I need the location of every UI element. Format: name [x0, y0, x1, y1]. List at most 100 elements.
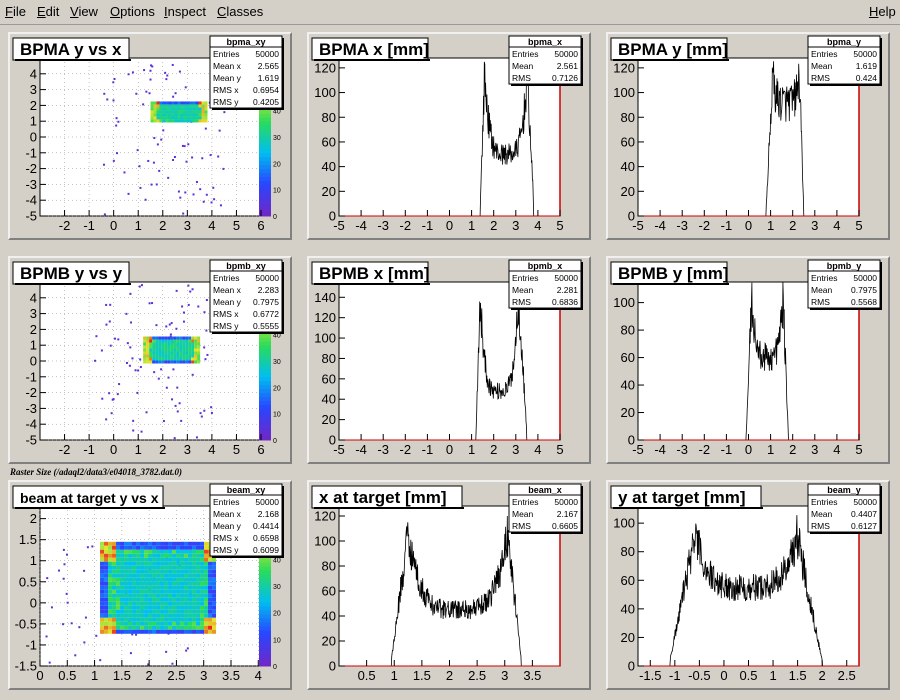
scatter-point — [203, 346, 206, 349]
scatter-point — [142, 103, 145, 106]
stats-label: Mean — [811, 285, 833, 295]
palette-band — [259, 570, 271, 575]
heatmap-cell — [177, 119, 181, 123]
heatmap-cell — [112, 557, 117, 562]
heatmap-cell — [204, 101, 208, 105]
palette-tick-label: 30 — [273, 584, 281, 591]
menu-help[interactable]: Help — [869, 4, 896, 19]
heatmap-cell — [104, 605, 109, 610]
pad-beam-y[interactable]: -1.5 -1 -0.5 0 0.5 1 1.5 2 2.5 0 20 40 60 80 100 y at t… — [606, 480, 890, 690]
scatter-point — [132, 429, 135, 432]
pad-bpmb-x[interactable]: -5 -4 -3 -2 -1 0 1 2 3 4 5 0 20 40 60 80 100 120 140 BPMB x… — [307, 256, 591, 464]
heatmap-cell — [159, 119, 163, 123]
heatmap-cell — [208, 585, 213, 590]
x-tick-label: 1.5 — [413, 668, 431, 683]
heatmap-cell — [160, 621, 165, 626]
palette-band — [259, 148, 271, 154]
pad-bpmb-xy[interactable]: 01020304050-2-10123456-5-4-3-2-101234BPM… — [8, 256, 292, 464]
heatmap-cell — [104, 577, 109, 582]
heatmap-cell — [104, 553, 109, 558]
stats-value: 50000 — [853, 273, 877, 283]
heatmap-cell — [212, 557, 217, 562]
scatter-point — [62, 548, 65, 551]
y-tick-label: 40 — [322, 392, 336, 407]
heatmap-cell — [104, 561, 109, 566]
heatmap-cell — [172, 581, 177, 586]
heatmap-cell — [168, 589, 173, 594]
heatmap-cell — [120, 569, 125, 574]
pad-bpma-y[interactable]: -5 -4 -3 -2 -1 0 1 2 3 4 5 0 20 40 60 80 100 120 BPMA y [m… — [606, 32, 890, 240]
palette-tick-label: 0 — [273, 664, 277, 671]
heatmap-cell — [176, 561, 181, 566]
x-tick-label: 2 — [159, 442, 166, 457]
plot-title: x at target [mm] — [319, 488, 447, 507]
stats-value: 50000 — [554, 49, 578, 59]
menu-options[interactable]: Options — [110, 4, 155, 19]
x-tick-label: 3.5 — [222, 668, 240, 683]
scatter-point — [50, 606, 53, 609]
heatmap-cell — [179, 345, 183, 349]
y-tick-label: 120 — [314, 310, 336, 325]
palette-tick-label: 10 — [273, 412, 281, 419]
heatmap-cell — [186, 113, 190, 117]
heatmap-cell — [136, 613, 141, 618]
palette-band — [259, 129, 271, 134]
heatmap-cell — [192, 110, 196, 114]
heatmap-cell — [152, 605, 157, 610]
palette-band — [259, 341, 271, 346]
heatmap-cell — [176, 625, 181, 630]
menu-view[interactable]: View — [70, 4, 98, 19]
heatmap-cell — [144, 609, 149, 614]
y-tick-label: -1 — [25, 369, 37, 384]
palette-band — [259, 602, 271, 607]
scatter-point — [84, 616, 87, 619]
heatmap-cell — [168, 545, 173, 550]
heatmap-cell — [104, 613, 109, 618]
heatmap-cell — [168, 605, 173, 610]
scatter-point — [153, 371, 156, 374]
axes: 0 0.5 1 1.5 2 2.5 3 3.5 4-1.5-1-0.500.511.52 — [15, 511, 262, 683]
heatmap-cell — [198, 113, 202, 117]
palette-band — [259, 361, 271, 366]
heatmap-cell — [184, 553, 189, 558]
pad-bpmb-y[interactable]: -5 -4 -3 -2 -1 0 1 2 3 4 5 0 20 40 60 80 100 BPMB y [mm] b… — [606, 256, 890, 464]
pad-beam-x[interactable]: 0.5 1 1.5 2 2.5 3 3.5 0 20 40 60 80 100 120 x at targe… — [307, 480, 591, 690]
stats-label: RMS x — [213, 85, 239, 95]
heatmap-cell — [148, 605, 153, 610]
heatmap-cell — [152, 597, 157, 602]
heatmap-cell — [170, 336, 174, 340]
menu-inspect[interactable]: Inspect — [164, 4, 206, 19]
heatmap-cell — [128, 597, 133, 602]
heatmap-cell — [152, 581, 157, 586]
heatmap-cell — [160, 593, 165, 598]
heatmap-cell — [158, 339, 162, 343]
heatmap-cell — [143, 339, 147, 343]
heatmap-cell — [212, 593, 217, 598]
menu-file[interactable]: File — [5, 4, 26, 19]
heatmap-cell — [160, 581, 165, 586]
x-tick-label: 5 — [233, 218, 240, 233]
heatmap-cell — [192, 593, 197, 598]
plot-title: BPMB y vs y — [20, 264, 123, 283]
pad-bpma-xy[interactable]: 01020304050-2-10123456-5-4-3-2-101234BPM… — [8, 32, 292, 240]
heatmap-cell — [156, 119, 160, 123]
heatmap-cell — [136, 609, 141, 614]
pad-bpma-x[interactable]: -5 -4 -3 -2 -1 0 1 2 3 4 5 0 20 40 60 80 100 120 BPMA x [m… — [307, 32, 591, 240]
scatter-point — [177, 190, 180, 193]
menu-edit[interactable]: Edit — [37, 4, 60, 19]
menu-classes[interactable]: Classes — [217, 4, 264, 19]
y-tick-label: -5 — [25, 433, 37, 448]
heatmap-cell — [212, 561, 217, 566]
pad-beam-xy[interactable]: 0102030405000.511.522.533.54-1.5-1-0.500… — [8, 480, 292, 690]
bpma-xy-pad-svg: 01020304050-2-10123456-5-4-3-2-101234BPM… — [12, 35, 284, 233]
root-canvas[interactable]: 01020304050-2-10123456-5-4-3-2-101234BPM… — [0, 26, 900, 700]
heatmap-cell — [204, 553, 209, 558]
heatmap-cell — [104, 609, 109, 614]
heatmap-cell — [164, 601, 169, 606]
heatmap-cell — [170, 345, 174, 349]
heatmap-cell — [171, 119, 175, 123]
heatmap-cell — [176, 541, 181, 546]
heatmap-cell — [196, 581, 201, 586]
